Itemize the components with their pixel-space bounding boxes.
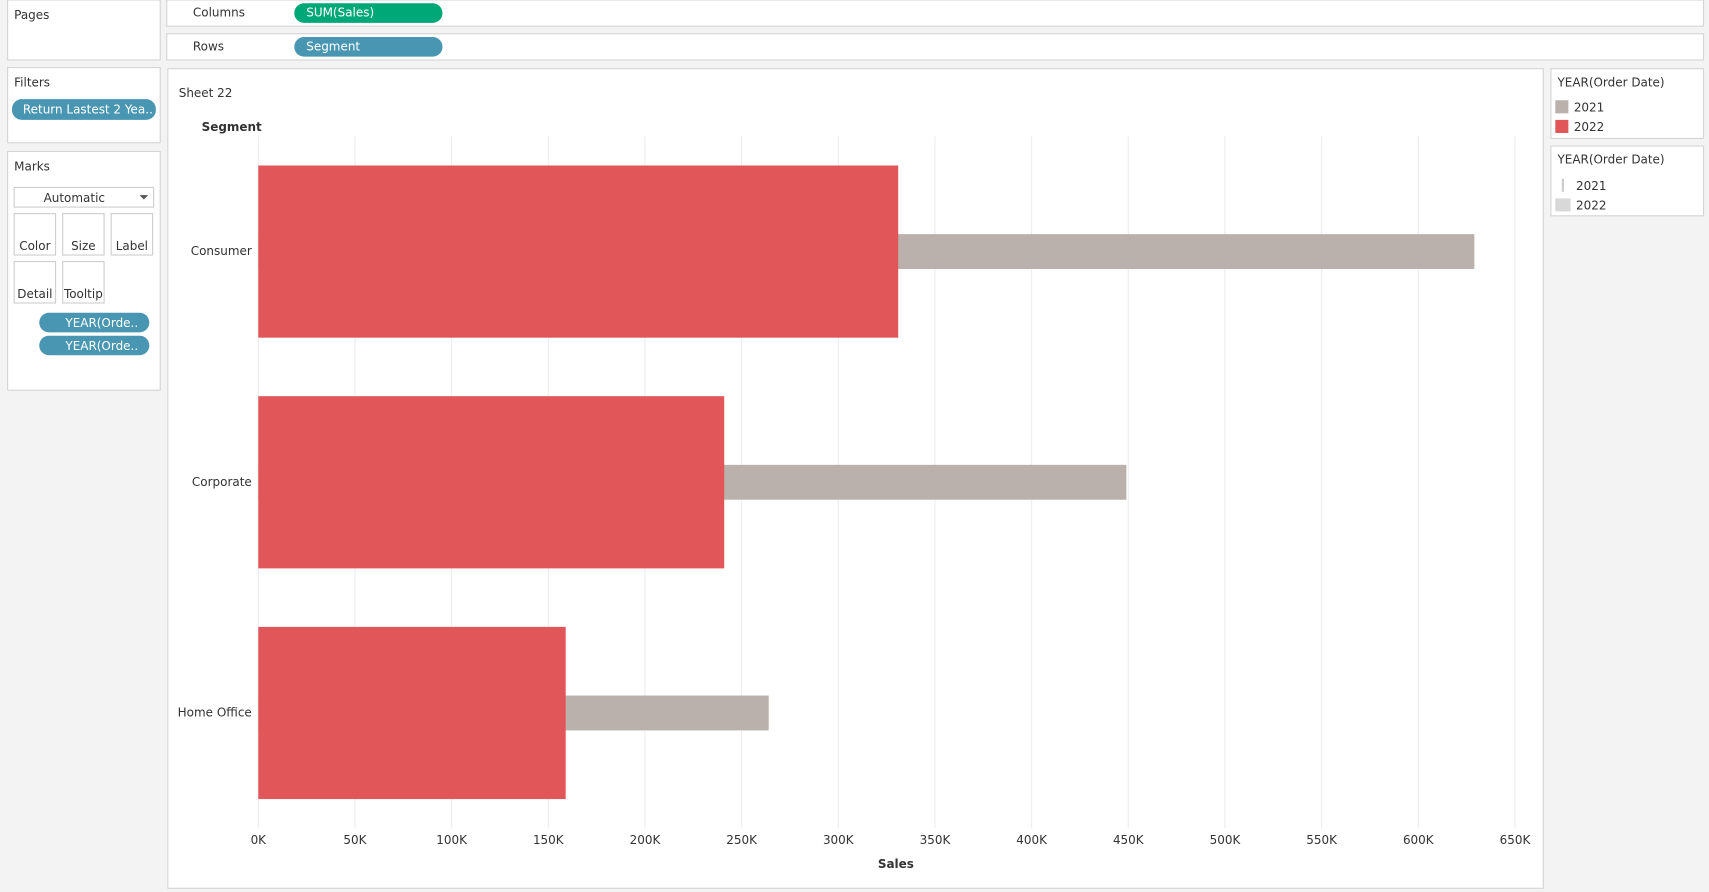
x-tick-label: 0K xyxy=(251,833,268,847)
size-swatch xyxy=(1555,198,1571,212)
columns-pill-text[interactable]: SUM(Sales) xyxy=(306,6,374,20)
legend-title: YEAR(Order Date) xyxy=(1556,75,1664,89)
x-tick-label: 550K xyxy=(1306,833,1338,847)
bar[interactable] xyxy=(258,396,725,569)
mark-type[interactable]: Automatic xyxy=(44,191,105,205)
x-tick-label: 150K xyxy=(533,833,565,847)
x-tick-label: 650K xyxy=(1500,833,1532,847)
mark-button[interactable] xyxy=(13,261,57,304)
x-axis-title: Sales xyxy=(878,857,914,871)
y-tick-label: Consumer xyxy=(191,244,252,258)
dropdown-arrow xyxy=(139,195,149,200)
pages-title: Pages xyxy=(14,8,49,22)
mark-button[interactable] xyxy=(13,213,57,256)
y-axis-title: Segment xyxy=(202,120,262,134)
mark-button-label[interactable]: Color xyxy=(19,239,50,253)
x-tick-label: 50K xyxy=(343,833,367,847)
filter-pill-text[interactable]: Return Lastest 2 Yea.. xyxy=(23,103,153,117)
marks-title: Marks xyxy=(14,159,50,173)
size-legend-label: 2021 xyxy=(1576,179,1606,193)
marks-pill[interactable] xyxy=(39,335,150,356)
marks-pill[interactable] xyxy=(39,312,150,333)
mark-button-label[interactable]: Tooltip xyxy=(63,287,103,301)
mark-button[interactable] xyxy=(62,261,105,304)
x-tick-label: 200K xyxy=(630,833,662,847)
mark-button[interactable] xyxy=(110,213,154,256)
mark-button-label[interactable]: Detail xyxy=(17,287,52,301)
x-tick-label: 600K xyxy=(1403,833,1435,847)
x-tick-label: 350K xyxy=(920,833,952,847)
x-tick-label: 250K xyxy=(726,833,758,847)
legend-swatch xyxy=(1555,100,1569,114)
filter-pill[interactable] xyxy=(11,99,156,120)
rows-pill-text[interactable]: Segment xyxy=(306,39,360,53)
y-tick-label: Corporate xyxy=(192,475,252,489)
size-swatch xyxy=(1561,178,1565,192)
legend-swatch xyxy=(1555,119,1569,133)
chart-title: Sheet 22 xyxy=(179,86,233,100)
marks-pill-text[interactable]: YEAR(Orde.. xyxy=(64,316,138,330)
size-legend xyxy=(1550,145,1705,217)
color-legend xyxy=(1550,68,1705,139)
mark-button-label[interactable]: Label xyxy=(116,239,148,253)
columns-label: Columns xyxy=(193,6,245,20)
bar[interactable] xyxy=(258,626,566,800)
legend-label: 2021 xyxy=(1574,100,1604,114)
x-tick-label: 300K xyxy=(823,833,855,847)
y-tick-label: Home Office xyxy=(178,705,252,719)
marks-pill-text[interactable]: YEAR(Orde.. xyxy=(64,339,138,353)
x-tick-label: 450K xyxy=(1113,833,1145,847)
rows-pill[interactable] xyxy=(294,37,443,57)
mark-button[interactable] xyxy=(62,213,105,256)
columns-pill[interactable] xyxy=(294,3,443,23)
mark-type-dropdown[interactable] xyxy=(13,186,155,208)
x-tick-label: 400K xyxy=(1016,833,1048,847)
x-tick-label: 500K xyxy=(1210,833,1242,847)
pages-card xyxy=(7,0,161,61)
bar[interactable] xyxy=(258,165,899,338)
mark-button-label[interactable]: Size xyxy=(71,239,96,253)
size-legend-label: 2022 xyxy=(1576,198,1606,212)
filters-title: Filters xyxy=(14,75,50,89)
x-tick-label: 100K xyxy=(436,833,468,847)
rows-label: Rows xyxy=(193,39,224,53)
legend-label: 2022 xyxy=(1574,120,1604,134)
size-legend-title: YEAR(Order Date) xyxy=(1556,153,1664,167)
